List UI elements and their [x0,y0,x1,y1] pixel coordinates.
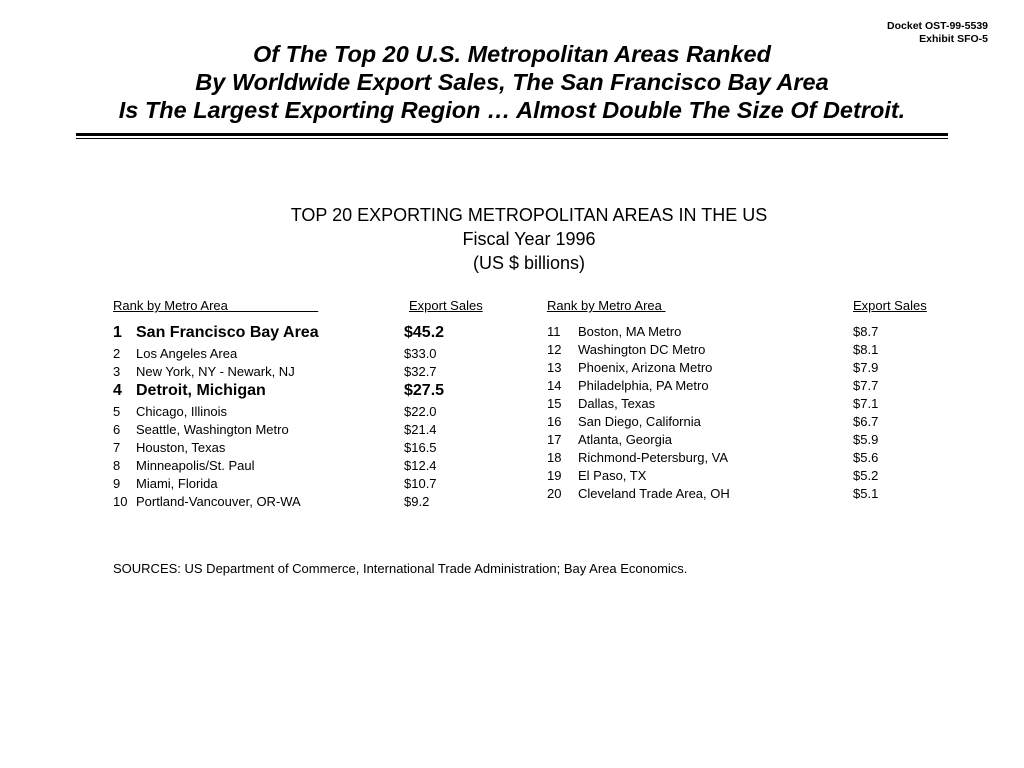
rank-cell: 4 [113,382,122,399]
metro-area-cell: Chicago, Illinois [136,404,228,419]
rank-cell: 9 [113,476,121,491]
export-sales-cell: $21.4 [404,422,437,437]
table-row: 10 Portland-Vancouver, OR-WA $9.2 [113,493,464,511]
metro-area-cell: Seattle, Washington Metro [136,422,289,437]
table-title-year: Fiscal Year 1996 [462,229,596,249]
table-title-main: TOP 20 EXPORTING METROPOLITAN AREAS IN T… [290,205,768,225]
export-sales-cell: $22.0 [404,404,437,419]
table-row: 17 Atlanta, Georgia $5.9 [547,431,913,449]
metro-area-cell: Minneapolis/St. Paul [136,458,255,473]
table-row: 9 Miami, Florida $10.7 [113,475,464,493]
sources-note: SOURCES: US Department of Commerce, Inte… [113,561,688,576]
export-sales-cell: $7.9 [853,360,879,375]
export-sales-cell: $16.5 [404,440,437,455]
table-row: 7 Houston, Texas $16.5 [113,439,464,457]
export-sales-cell: $8.1 [853,342,879,357]
table-row: 20 Cleveland Trade Area, OH $5.1 [547,485,913,503]
table-row: 4 Detroit, Michigan $27.5 [113,382,464,400]
metro-area-cell: Houston, Texas [136,440,226,455]
docket-reference: Docket OST-99-5539 Exhibit SFO-5 [887,20,988,46]
rank-cell: 13 [547,360,562,375]
table-row: 11 Boston, MA Metro $8.7 [547,323,913,341]
exhibit-number: Exhibit SFO-5 [919,33,988,45]
export-sales-cell: $7.1 [853,396,879,411]
right-sales-column-header: Export Sales [853,298,927,313]
table-row: 2 Los Angeles Area $33.0 [113,345,464,363]
rank-cell: 12 [547,342,562,357]
rank-cell: 2 [113,346,121,361]
table-row: 18 Richmond-Petersburg, VA $5.6 [547,449,913,467]
table-row: 3 New York, NY - Newark, NJ $32.7 [113,363,464,381]
title-divider-thin [76,138,948,139]
metro-area-cell: Boston, MA Metro [578,324,682,339]
export-sales-cell: $45.2 [404,324,445,341]
rank-cell: 8 [113,458,121,473]
metro-area-cell: Cleveland Trade Area, OH [578,486,730,501]
metro-area-cell: New York, NY - Newark, NJ [136,364,295,379]
title-line-1: Of The Top 20 U.S. Metropolitan Areas Ra… [253,41,771,67]
table-row: 5 Chicago, Illinois $22.0 [113,403,464,421]
table-row: 8 Minneapolis/St. Paul $12.4 [113,457,464,475]
metro-area-cell: Philadelphia, PA Metro [578,378,709,393]
left-rank-column-header: Rank by Metro Area [113,298,319,313]
rank-cell: 20 [547,486,562,501]
page-title: Of The Top 20 U.S. Metropolitan Areas Ra… [76,40,948,124]
right-rank-column-header-label: Rank by Metro Area [547,298,662,313]
rank-cell: 17 [547,432,562,447]
rank-cell: 7 [113,440,121,455]
metro-area-cell: Washington DC Metro [578,342,706,357]
rank-cell: 19 [547,468,562,483]
table-title-units: (US $ billions) [472,253,586,273]
table-row: 16 San Diego, California $6.7 [547,413,913,431]
export-sales-cell: $33.0 [404,346,437,361]
rank-cell: 10 [113,494,128,509]
right-rank-column-header: Rank by Metro Area [547,298,841,314]
export-sales-cell: $32.7 [404,364,437,379]
export-sales-cell: $5.9 [853,432,879,447]
docket-number: Docket OST-99-5539 [887,20,988,32]
metro-area-cell: El Paso, TX [578,468,647,483]
rank-cell: 15 [547,396,562,411]
rank-cell: 18 [547,450,562,465]
export-sales-cell: $27.5 [404,382,445,399]
table-row: 13 Phoenix, Arizona Metro $7.9 [547,359,913,377]
export-sales-cell: $5.1 [853,486,879,501]
table-title: TOP 20 EXPORTING METROPOLITAN AREAS IN T… [0,203,1024,275]
metro-area-cell: Richmond-Petersburg, VA [578,450,729,465]
table-row: 6 Seattle, Washington Metro $21.4 [113,421,464,439]
rank-cell: 5 [113,404,121,419]
metro-area-cell: Atlanta, Georgia [578,432,672,447]
table-row: 14 Philadelphia, PA Metro $7.7 [547,377,913,395]
rank-cell: 11 [547,324,561,339]
title-line-2: By Worldwide Export Sales, The San Franc… [195,69,829,95]
table-row: 19 El Paso, TX $5.2 [547,467,913,485]
export-sales-cell: $10.7 [404,476,437,491]
metro-area-cell: Detroit, Michigan [136,382,266,399]
export-sales-cell: $5.2 [853,468,879,483]
left-sales-column-header: Export Sales [409,298,483,313]
rank-cell: 6 [113,422,121,437]
table-row: 12 Washington DC Metro $8.1 [547,341,913,359]
table-row: 1 San Francisco Bay Area $45.2 [113,324,464,342]
export-sales-cell: $5.6 [853,450,879,465]
export-sales-cell: $7.7 [853,378,879,393]
metro-area-cell: Miami, Florida [136,476,218,491]
metro-area-cell: San Diego, California [578,414,701,429]
metro-area-cell: San Francisco Bay Area [136,324,319,341]
metro-area-cell: Los Angeles Area [136,346,238,361]
table-row: 15 Dallas, Texas $7.1 [547,395,913,413]
metro-area-cell: Dallas, Texas [578,396,656,411]
metro-area-cell: Portland-Vancouver, OR-WA [136,494,301,509]
rank-cell: 3 [113,364,121,379]
rank-cell: 1 [113,324,122,341]
export-sales-cell: $9.2 [404,494,430,509]
metro-area-cell: Phoenix, Arizona Metro [578,360,713,375]
export-sales-cell: $6.7 [853,414,879,429]
rank-cell: 16 [547,414,562,429]
export-sales-cell: $8.7 [853,324,879,339]
rank-cell: 14 [547,378,562,393]
export-sales-cell: $12.4 [404,458,437,473]
title-line-3: Is The Largest Exporting Region … Almost… [118,97,906,123]
title-divider-thick [76,133,948,136]
